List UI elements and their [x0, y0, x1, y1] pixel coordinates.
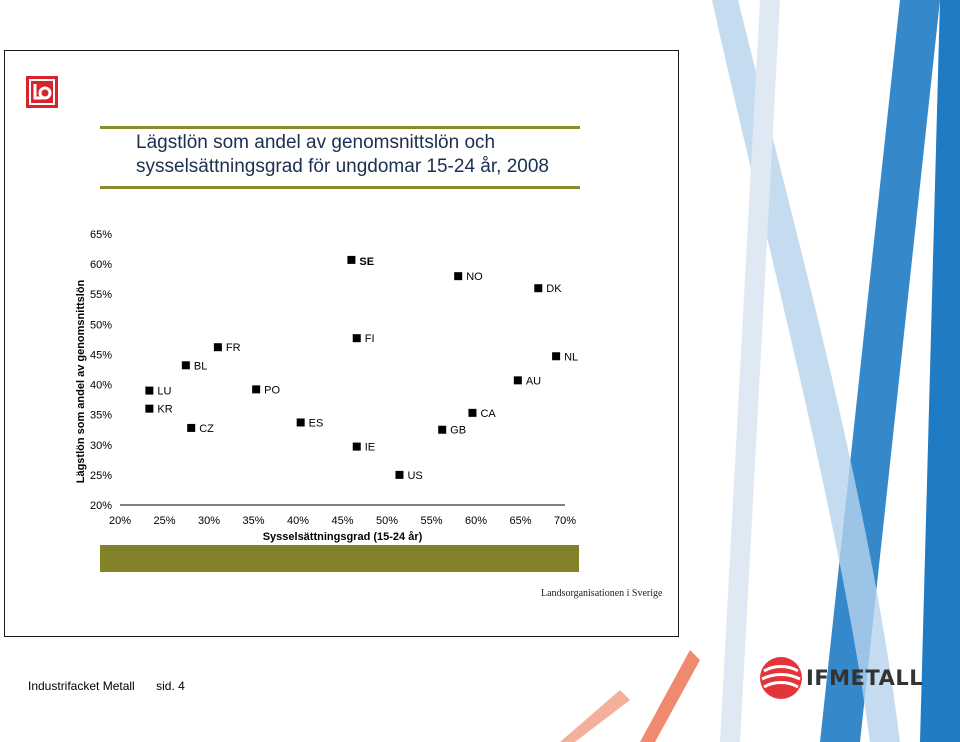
- data-point-marker: [468, 408, 477, 417]
- data-point-marker: [352, 442, 361, 451]
- y-tick-label: 25%: [90, 470, 112, 482]
- footer-page-number: sid. 4: [156, 679, 185, 693]
- data-point-marker: [252, 385, 261, 394]
- data-point-label: US: [407, 470, 422, 482]
- data-point-marker: [145, 404, 154, 413]
- data-point-marker: [187, 423, 196, 432]
- title-line-2: sysselsättningsgrad för ungdomar 15-24 å…: [136, 156, 549, 177]
- y-tick-label: 60%: [90, 259, 112, 271]
- data-point-label: GB: [450, 425, 466, 437]
- chart-title: Lägstlön som andel av genomsnittslön och…: [136, 131, 576, 179]
- data-point-label: PO: [264, 384, 280, 396]
- data-point-marker: [534, 284, 543, 293]
- data-point-label: FI: [365, 333, 375, 345]
- data-point-label: NL: [564, 351, 578, 363]
- title-bottom-rule: [100, 186, 580, 189]
- ifmetall-brand-name: IFMETALL: [806, 666, 924, 690]
- x-axis-label: Sysselsättningsgrad (15-24 år): [263, 531, 423, 543]
- ifmetall-logo-icon: [760, 657, 802, 699]
- x-tick-label: 50%: [376, 515, 398, 527]
- olive-footer-bar: [100, 545, 579, 572]
- data-point-marker: [352, 334, 361, 343]
- y-tick-label: 55%: [90, 289, 112, 301]
- organization-name: Landsorganisationen i Sverige: [541, 588, 663, 599]
- data-point-marker: [438, 425, 447, 434]
- title-line-1: Lägstlön som andel av genomsnittslön och: [136, 132, 496, 153]
- data-point-label: KR: [157, 404, 172, 416]
- x-tick-label: 45%: [331, 515, 353, 527]
- y-tick-label: 45%: [90, 349, 112, 361]
- data-point-label: FR: [226, 342, 241, 354]
- data-point-label: ES: [309, 417, 324, 429]
- y-tick-label: 50%: [90, 319, 112, 331]
- title-top-rule: [100, 126, 580, 129]
- x-tick-label: 65%: [509, 515, 531, 527]
- data-point-marker: [395, 470, 404, 479]
- footer-title: Industrifacket Metall: [28, 679, 135, 693]
- y-tick-label: 65%: [90, 229, 112, 241]
- x-tick-label: 20%: [109, 515, 131, 527]
- data-point-marker: [552, 352, 561, 361]
- data-point-marker: [296, 418, 305, 427]
- y-tick-label: 20%: [90, 500, 112, 512]
- x-tick-label: 55%: [420, 515, 442, 527]
- x-tick-label: 40%: [287, 515, 309, 527]
- data-point-label: IE: [365, 442, 375, 454]
- data-point-label: BL: [194, 360, 207, 372]
- x-tick-label: 25%: [153, 515, 175, 527]
- lo-logo-icon: [26, 76, 58, 108]
- y-axis-label: Lägstlön som andel av genomsnittslön: [75, 279, 87, 483]
- y-tick-label: 35%: [90, 410, 112, 422]
- y-tick-label: 40%: [90, 380, 112, 392]
- slide-frame: [4, 50, 679, 637]
- data-point-label: LU: [157, 386, 171, 398]
- page-footer: Industrifacket Metall sid. 4: [28, 679, 203, 693]
- data-point-label: SE: [359, 256, 374, 268]
- x-tick-label: 60%: [465, 515, 487, 527]
- y-tick-label: 30%: [90, 440, 112, 452]
- x-tick-label: 70%: [554, 515, 576, 527]
- data-point-marker: [347, 255, 356, 264]
- data-point-label: CZ: [199, 423, 214, 435]
- data-point-marker: [145, 386, 154, 395]
- data-point-label: AU: [526, 375, 541, 387]
- data-point-marker: [513, 376, 522, 385]
- data-point-label: NO: [466, 271, 483, 283]
- x-tick-label: 35%: [242, 515, 264, 527]
- data-point-label: DK: [546, 283, 562, 295]
- data-point-marker: [454, 272, 463, 281]
- data-point-marker: [181, 361, 190, 370]
- data-point-marker: [213, 343, 222, 352]
- data-point-label: CA: [480, 408, 496, 420]
- x-tick-label: 30%: [198, 515, 220, 527]
